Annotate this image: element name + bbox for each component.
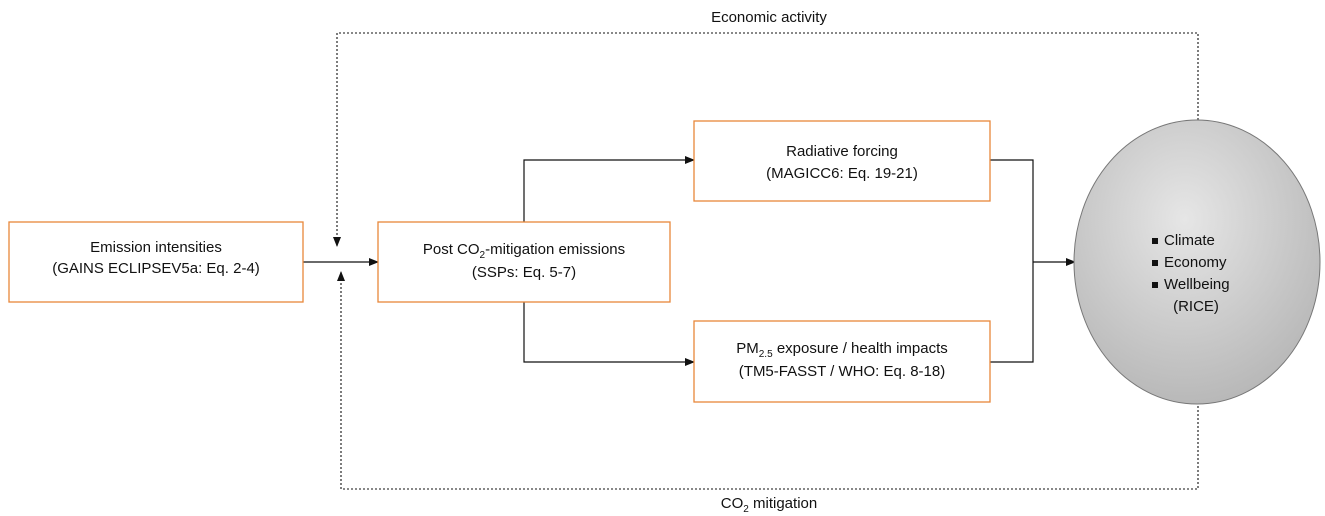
- node-label: PM2.5 exposure / health impacts: [736, 340, 948, 360]
- node-label: (TM5-FASST / WHO: Eq. 8-18): [739, 363, 945, 380]
- node-label: Radiative forcing: [786, 143, 898, 160]
- bullet: [1152, 282, 1158, 288]
- subscript: 2: [480, 250, 486, 261]
- node-box: [8, 221, 304, 303]
- text: mitigation: [749, 495, 817, 512]
- text: exposure / health impacts: [773, 340, 948, 357]
- text: Post CO: [423, 241, 480, 258]
- connector: [990, 159, 1034, 363]
- item-label: Climate: [1164, 232, 1215, 249]
- text: -mitigation emissions: [485, 241, 625, 258]
- item-label: Wellbeing: [1164, 276, 1230, 293]
- item-label: Economy: [1164, 254, 1227, 271]
- text: CO: [721, 495, 744, 512]
- bullet: [1152, 238, 1158, 244]
- node-label: (GAINS ECLIPSEV5a: Eq. 2-4): [52, 260, 260, 277]
- loop-label: CO2 mitigation: [721, 495, 817, 515]
- outcome-node: [1073, 119, 1321, 405]
- node-box: [693, 320, 991, 403]
- node-label: Post CO2-mitigation emissions: [423, 241, 625, 261]
- arrow: [523, 302, 695, 366]
- node-box: [693, 120, 991, 202]
- node-label: (MAGICC6: Eq. 19-21): [766, 165, 918, 182]
- subscript: 2: [743, 504, 749, 515]
- arrow: [523, 156, 695, 222]
- text: PM: [736, 340, 759, 357]
- loop-label: Economic activity: [711, 9, 827, 26]
- node-label: Emission intensities: [90, 239, 222, 256]
- subscript: 2.5: [759, 349, 773, 360]
- node-label: (SSPs: Eq. 5-7): [472, 264, 576, 281]
- node-box: [377, 221, 671, 303]
- feedback-top: [333, 32, 1199, 247]
- item-note: (RICE): [1173, 298, 1219, 315]
- bullet: [1152, 260, 1158, 266]
- feedback-bottom: [337, 271, 1199, 490]
